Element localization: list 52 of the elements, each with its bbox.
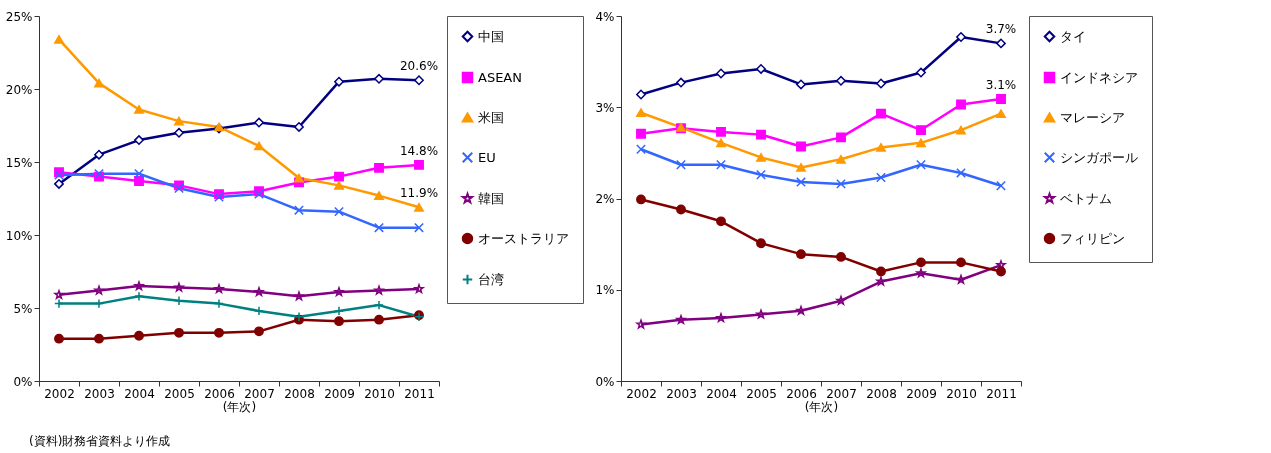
y-tick-label: 3%	[595, 100, 615, 115]
legend-label: 米国	[478, 109, 504, 125]
x-tick-label: 2007	[244, 386, 275, 401]
y-tick-label: 5%	[13, 301, 33, 316]
legend-label: ベトナム	[1060, 190, 1112, 206]
x-tick-label: 2004	[706, 386, 737, 401]
x-tick-label: 2008	[866, 386, 897, 401]
x-tick-label: 2003	[666, 386, 697, 401]
legend-label: 台湾	[478, 271, 504, 287]
x-axis-title: (年次)	[804, 399, 839, 414]
y-tick-label: 20%	[5, 82, 33, 97]
x-tick-label: 2002	[44, 386, 75, 401]
text: (資料)財務省資料より作成	[29, 434, 171, 448]
y-tick-label: 25%	[5, 9, 33, 24]
x-tick-label: 2006	[204, 386, 235, 401]
x-tick-label: 2002	[626, 386, 657, 401]
y-tick-label: 0%	[595, 374, 615, 389]
annotation: 11.9%	[399, 186, 439, 201]
x-tick-label: 2009	[906, 386, 937, 401]
y-tick-label: 10%	[5, 228, 33, 243]
y-tick-label: 0%	[13, 374, 33, 389]
legend-label: 中国	[478, 28, 504, 44]
legend-label: ASEAN	[478, 69, 522, 85]
x-tick-label: 2006	[786, 386, 817, 401]
y-tick-label: 2%	[595, 192, 615, 206]
x-tick-label: 2009	[324, 386, 355, 401]
y-tick-label: 1%	[595, 283, 615, 298]
y-tick-label: 15%	[5, 155, 33, 170]
x-tick-label: 2008	[284, 386, 315, 401]
annotation: 3.7%	[985, 22, 1017, 37]
legend-label: インドネシア	[1060, 69, 1138, 85]
annotation: 3.1%	[985, 78, 1017, 93]
y-tick-label: 4%	[595, 9, 615, 24]
x-tick-label: 2010	[946, 386, 977, 401]
x-tick-label: 2011	[986, 386, 1017, 401]
x-tick-label: 2005	[164, 386, 195, 401]
x-tick-label: 2005	[746, 386, 777, 401]
legend-label: 韓国	[478, 190, 504, 206]
legend-label: マレーシア	[1060, 109, 1125, 125]
legend-label: タイ	[1060, 28, 1086, 44]
x-tick-label: 2011	[404, 386, 435, 401]
legend-label: EU	[478, 149, 496, 165]
annotation: 14.8%	[399, 143, 439, 158]
legend-label: フィリピン	[1060, 230, 1125, 246]
x-tick-label: 2004	[124, 386, 155, 401]
legend-label: オーストラリア	[478, 230, 569, 246]
legend-label: シンガポール	[1060, 149, 1138, 165]
annotation: 20.6%	[399, 59, 439, 74]
x-tick-label: 2003	[84, 386, 115, 401]
x-axis-title: (年次)	[222, 399, 257, 414]
x-tick-label: 2010	[364, 386, 395, 401]
x-tick-label: 2007	[826, 386, 857, 401]
